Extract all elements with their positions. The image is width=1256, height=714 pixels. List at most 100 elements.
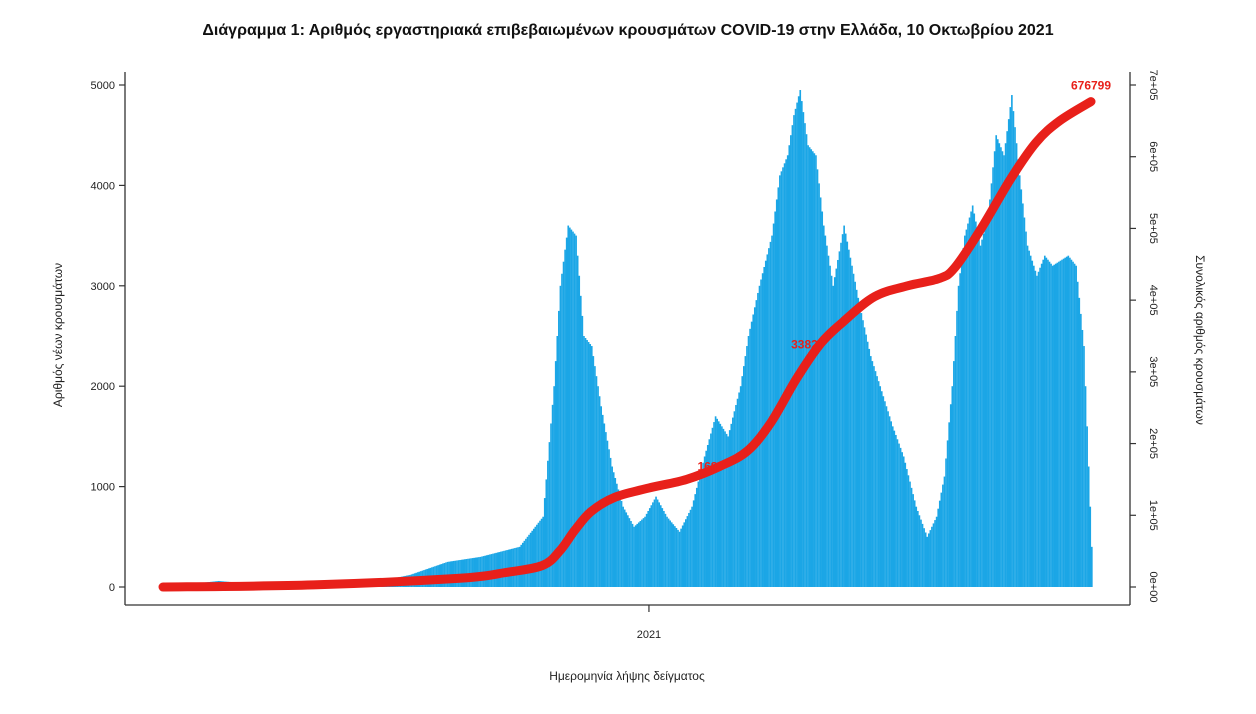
bar — [982, 233, 985, 587]
bar — [801, 101, 803, 587]
bar — [1054, 263, 1057, 587]
bar — [1015, 143, 1018, 588]
bar — [985, 221, 988, 588]
bar — [887, 411, 889, 587]
bar — [1007, 119, 1010, 587]
bar — [835, 268, 838, 587]
bar — [910, 487, 913, 587]
bar — [733, 411, 736, 587]
bar — [852, 273, 855, 587]
bar — [636, 523, 639, 587]
bar — [537, 522, 540, 587]
bar — [826, 245, 828, 587]
bar — [915, 506, 918, 587]
bar — [739, 386, 742, 587]
bar — [663, 510, 665, 587]
bar — [790, 135, 792, 587]
bar — [570, 229, 573, 587]
bar — [700, 469, 703, 587]
bar — [808, 147, 811, 587]
bar — [921, 523, 924, 587]
bar — [1051, 265, 1054, 587]
bar — [819, 197, 822, 587]
bar — [967, 223, 969, 588]
bar — [873, 366, 875, 587]
bar — [829, 265, 831, 587]
y2-tick-label: 6e+05 — [1147, 141, 1159, 172]
bar — [1006, 131, 1008, 587]
bar — [630, 521, 632, 587]
cumulative-annotation: 168 — [697, 460, 717, 474]
bar — [802, 112, 805, 588]
bar — [531, 530, 534, 587]
y-axis-title: Αριθμός νέων κρουσμάτων — [51, 263, 65, 407]
bar — [598, 396, 601, 587]
bar — [462, 559, 465, 587]
bar — [821, 211, 824, 587]
bar — [569, 227, 571, 587]
bar — [943, 476, 946, 587]
annotations: 168 3382 676799 — [697, 79, 1111, 474]
bar — [927, 533, 930, 587]
bar — [1083, 346, 1085, 587]
bar — [1000, 147, 1002, 587]
bar — [639, 521, 642, 587]
bar — [923, 528, 925, 587]
bar — [578, 275, 581, 587]
bar — [1026, 245, 1029, 587]
bar — [523, 540, 526, 587]
bar — [926, 536, 929, 587]
bar — [482, 556, 485, 587]
bar — [1028, 250, 1030, 587]
bar — [611, 466, 613, 587]
bar — [788, 145, 791, 588]
bar — [1039, 267, 1041, 587]
bar — [1070, 259, 1073, 587]
y2-tick-label: 0e+00 — [1147, 572, 1159, 603]
bar — [691, 506, 693, 587]
bar — [1086, 426, 1088, 587]
bar — [641, 519, 643, 587]
bar — [786, 155, 789, 587]
bar — [730, 423, 733, 587]
bar — [957, 285, 960, 587]
bar — [987, 215, 990, 587]
bar — [727, 436, 729, 587]
bar — [1014, 127, 1016, 588]
bar — [1045, 257, 1048, 587]
bar — [713, 422, 715, 587]
bar — [586, 340, 588, 587]
bar — [793, 115, 795, 588]
bar — [554, 361, 557, 587]
bar — [608, 449, 610, 587]
bar — [960, 260, 963, 587]
bar — [719, 423, 722, 587]
bar — [822, 225, 825, 587]
bar — [1080, 313, 1082, 587]
bar — [562, 261, 565, 587]
bar — [771, 235, 773, 587]
bar — [714, 416, 717, 587]
bar — [851, 265, 853, 587]
bar — [743, 366, 745, 587]
bar-series — [164, 90, 1093, 588]
bar — [476, 557, 479, 587]
bar — [877, 381, 880, 587]
bar — [592, 356, 595, 587]
bar — [912, 494, 914, 587]
bar — [777, 187, 780, 587]
bar — [1081, 329, 1084, 587]
bar — [747, 336, 750, 587]
bar — [575, 235, 577, 587]
bar — [902, 456, 905, 587]
bar — [794, 108, 797, 587]
bar — [661, 508, 664, 587]
bar — [456, 560, 458, 587]
tick-labels: 0 1000 2000 3000 4000 5000 0e+00 1e+05 2e+05 3e+0… — [91, 70, 1159, 641]
bar — [893, 430, 896, 587]
bar — [879, 386, 882, 587]
bar — [453, 560, 455, 587]
bar — [904, 462, 907, 587]
bar — [1040, 263, 1043, 587]
bar — [1072, 261, 1074, 587]
